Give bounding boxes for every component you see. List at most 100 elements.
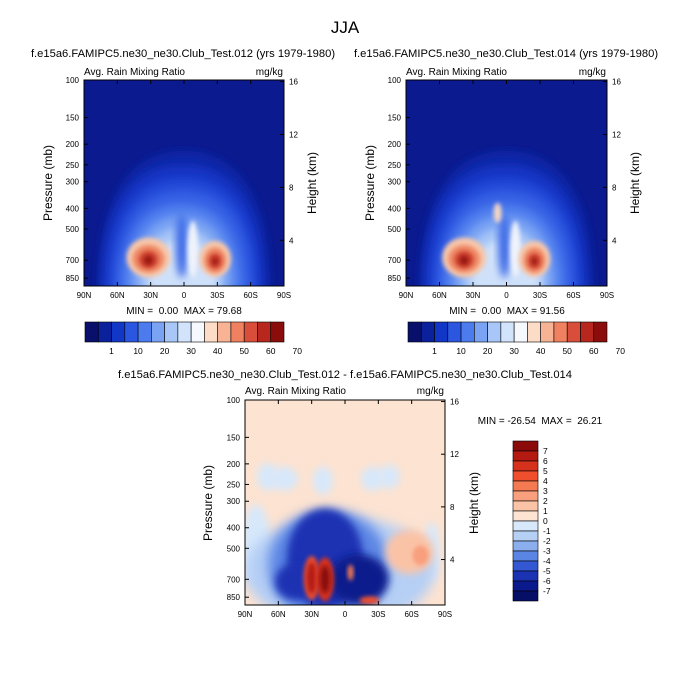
panel-2-axes: 90N 60N 30N 0 30S 60S 90S 100 150 200 250 300 400 500…	[388, 76, 622, 300]
field-region	[379, 464, 400, 489]
field-region	[312, 466, 333, 495]
colorbar-label: 1	[432, 346, 437, 356]
panel-3-left-label: Avg. Rain Mixing Ratio	[245, 386, 346, 397]
field-maximum	[320, 565, 330, 594]
height-tick-label: 16	[612, 78, 621, 87]
colorbar-cell	[540, 321, 555, 343]
field-region	[360, 466, 385, 491]
y-tick-label: 400	[227, 524, 241, 533]
colorbar-cell	[97, 321, 112, 343]
x-tick-label: 90S	[600, 291, 614, 300]
colorbar-cell	[243, 321, 258, 343]
panel-3-ylabel-right: Height (km)	[467, 472, 481, 534]
colorbar-cell	[593, 321, 608, 343]
y-tick-label: 250	[388, 161, 402, 170]
colorbar-label: 2	[543, 496, 548, 506]
colorbar-cell	[512, 500, 539, 512]
x-tick-label: 30N	[143, 291, 158, 300]
y-tick-label: 150	[66, 114, 80, 123]
height-tick-label: 4	[450, 556, 455, 565]
colorbar-cell	[111, 321, 126, 343]
height-tick-label: 12	[612, 130, 621, 139]
colorbar-cell	[474, 321, 488, 343]
colorbar-cell	[230, 321, 245, 343]
colorbar-cell	[512, 540, 539, 552]
field-region	[328, 554, 389, 605]
colorbar-cell	[512, 590, 539, 602]
y-tick-label: 300	[388, 178, 402, 187]
field-region	[412, 545, 429, 566]
panel-2-left-label: Avg. Rain Mixing Ratio	[406, 67, 507, 78]
x-tick-label: 60N	[271, 610, 286, 619]
y-tick-label: 700	[227, 575, 241, 584]
y-tick-label: 500	[66, 225, 80, 234]
x-tick-label: 60S	[244, 291, 258, 300]
panel-1-title: f.e15a6.FAMIPC5.ne30_ne30.Club_Test.012 …	[31, 48, 335, 60]
panel-1-stats: MIN = 0.00 MAX = 79.68	[126, 306, 242, 317]
colorbar-label: 70	[616, 346, 626, 356]
y-tick-label: 300	[227, 497, 241, 506]
height-tick-label: 16	[289, 78, 298, 87]
y-tick-label: 400	[388, 204, 402, 213]
colorbar-label: 20	[160, 346, 170, 356]
colorbar-cell	[270, 321, 285, 343]
colorbar-cell	[512, 570, 539, 582]
field-maximum	[493, 202, 502, 223]
y-tick-label: 200	[388, 140, 402, 149]
colorbar-label: 60	[266, 346, 276, 356]
x-tick-label: 30S	[371, 610, 385, 619]
colorbar-cell	[512, 450, 539, 462]
panel-3: f.e15a6.FAMIPC5.ne30_ne30.Club_Test.012 …	[118, 369, 603, 619]
panel-1-left-label: Avg. Rain Mixing Ratio	[84, 67, 185, 78]
colorbar-cell	[151, 321, 165, 343]
colorbar-label: 70	[293, 346, 303, 356]
x-tick-label: 90N	[238, 610, 253, 619]
x-tick-label: 0	[343, 610, 348, 619]
height-tick-label: 12	[450, 450, 459, 459]
panel-1-ylabel: Pressure (mb)	[41, 145, 55, 221]
x-tick-label: 90S	[438, 610, 452, 619]
panel-3-field	[245, 400, 445, 605]
panel-2-ylabel: Pressure (mb)	[363, 145, 377, 221]
colorbar-cell	[513, 321, 528, 343]
colorbar-cell	[137, 321, 152, 343]
x-tick-label: 30S	[533, 291, 547, 300]
y-tick-label: 500	[388, 225, 402, 234]
y-tick-label: 200	[227, 460, 241, 469]
x-tick-label: 90S	[277, 291, 291, 300]
colorbar-label: -2	[543, 536, 551, 546]
y-tick-label: 250	[227, 480, 241, 489]
panel-3-ylabel: Pressure (mb)	[201, 465, 215, 541]
colorbar-label: 30	[509, 346, 519, 356]
panel-3-axes: 90N 60N 30N 0 30S 60S 90S 100 150 200 250 300 400 500…	[227, 396, 460, 619]
colorbar-label: 7	[543, 446, 548, 456]
field-maximum	[347, 564, 354, 581]
colorbar-cell	[177, 321, 192, 343]
field-column	[498, 213, 511, 278]
colorbar-cell	[512, 480, 539, 492]
y-tick-label: 850	[388, 274, 402, 283]
colorbar-cell	[566, 321, 581, 343]
colorbar-label: -4	[543, 556, 551, 566]
y-tick-label: 850	[66, 274, 80, 283]
colorbar-label: -5	[543, 566, 551, 576]
y-tick-label: 150	[388, 114, 402, 123]
colorbar-cell	[512, 510, 539, 522]
height-tick-label: 8	[450, 503, 455, 512]
colorbar-cell	[447, 321, 462, 343]
y-tick-label: 400	[66, 204, 80, 213]
y-tick-label: 150	[227, 433, 241, 442]
colorbar-cell	[434, 321, 449, 343]
height-tick-label: 4	[612, 236, 617, 245]
field-column	[510, 220, 521, 277]
colorbar-label: 10	[133, 346, 143, 356]
x-tick-label: 0	[182, 291, 187, 300]
colorbar-label: 50	[239, 346, 249, 356]
colorbar-label: 4	[543, 476, 548, 486]
y-tick-label: 100	[227, 396, 241, 405]
colorbar-cell	[124, 321, 139, 343]
colorbar-cell	[257, 321, 272, 343]
colorbar-cell	[84, 321, 99, 343]
colorbar-cell	[512, 550, 539, 562]
